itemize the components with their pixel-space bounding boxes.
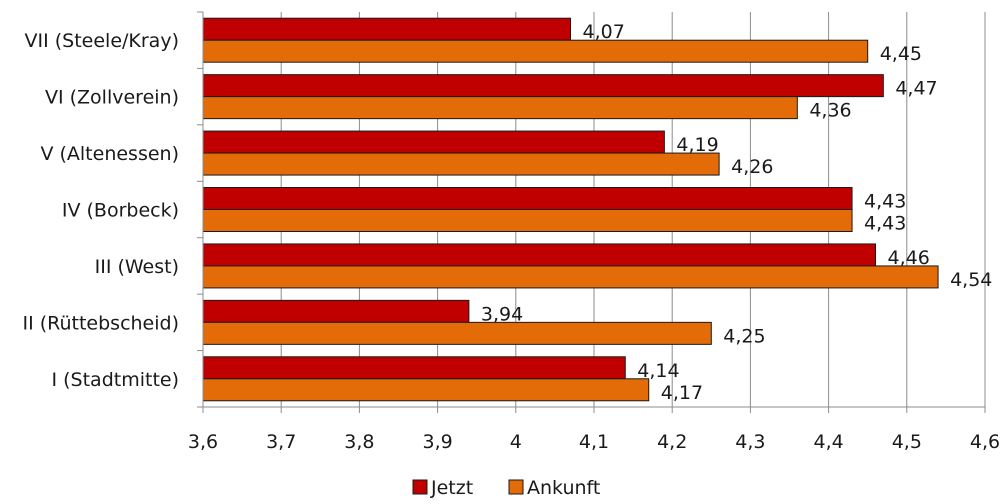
x-tick-label: 3,6 <box>188 431 218 453</box>
bar-jetzt <box>202 243 877 267</box>
data-label: 4,26 <box>731 156 773 178</box>
x-tick-label: 3,7 <box>266 431 296 453</box>
data-label: 4,46 <box>888 247 930 269</box>
data-label: 4,25 <box>723 325 765 347</box>
x-tick-label: 4,1 <box>579 431 609 453</box>
x-tick-label: 4,5 <box>892 431 922 453</box>
bar-ankunft <box>202 39 869 63</box>
bar-ankunft <box>202 96 798 120</box>
category-label: III (West) <box>95 256 179 278</box>
legend-swatch-jetzt <box>412 479 428 495</box>
legend-label: Jetzt <box>430 477 473 499</box>
category-label: VI (Zollverein) <box>45 87 179 109</box>
data-labels: 4,07 4,45 4,47 4,36 4,19 4,26 4,434,43 4,46 4,54… <box>481 21 993 404</box>
category-label: I (Stadtmitte) <box>51 369 179 391</box>
category-label: IV (Borbeck) <box>62 200 179 222</box>
category-label: V (Altenessen) <box>40 143 179 165</box>
data-label: 4,45 <box>880 43 922 65</box>
bar-ankunft <box>202 321 712 345</box>
bar-jetzt <box>202 299 470 323</box>
category-label: II (Rüttebscheid) <box>22 312 179 334</box>
bar-jetzt <box>202 356 626 380</box>
category-labels: VII (Steele/Kray) VI (Zollverein) V (Alten… <box>22 30 179 391</box>
legend-swatch-ankunft <box>508 479 524 495</box>
bar-jetzt <box>202 17 572 41</box>
bars <box>202 17 939 402</box>
data-label: 4,47 <box>895 78 937 100</box>
x-tick-label: 4,2 <box>657 431 687 453</box>
bar-ankunft <box>202 378 650 402</box>
data-label: 4,36 <box>809 100 851 122</box>
x-tick-labels: 3,6 3,7 3,8 3,9 4 4,1 4,2 4,3 4,4 4,5 4,6 <box>188 431 1000 453</box>
bar-ankunft <box>202 152 720 176</box>
data-label: 4,43 <box>864 191 906 213</box>
bar-jetzt <box>202 187 853 210</box>
data-label: 4,07 <box>583 21 625 43</box>
x-tick-label: 4,6 <box>970 431 1000 453</box>
x-tick-label: 4 <box>510 431 522 453</box>
bar-jetzt <box>202 130 665 154</box>
bar-jetzt <box>202 74 884 98</box>
legend-label: Ankunft <box>527 477 600 499</box>
data-label: 4,43 <box>864 213 906 235</box>
category-label: VII (Steele/Kray) <box>25 30 180 52</box>
data-label: 3,94 <box>481 303 523 325</box>
axes <box>197 11 986 413</box>
data-label: 4,19 <box>676 134 718 156</box>
x-tick-label: 3,8 <box>344 431 374 453</box>
data-label: 4,14 <box>637 360 679 382</box>
bar-ankunft <box>202 265 939 289</box>
data-label: 4,17 <box>661 382 703 404</box>
legend: Jetzt Ankunft <box>412 477 600 499</box>
data-label: 4,54 <box>950 269 992 291</box>
bar-ankunft <box>202 209 853 232</box>
x-tick-label: 3,9 <box>422 431 452 453</box>
x-tick-label: 4,3 <box>735 431 765 453</box>
x-tick-label: 4,4 <box>813 431 843 453</box>
